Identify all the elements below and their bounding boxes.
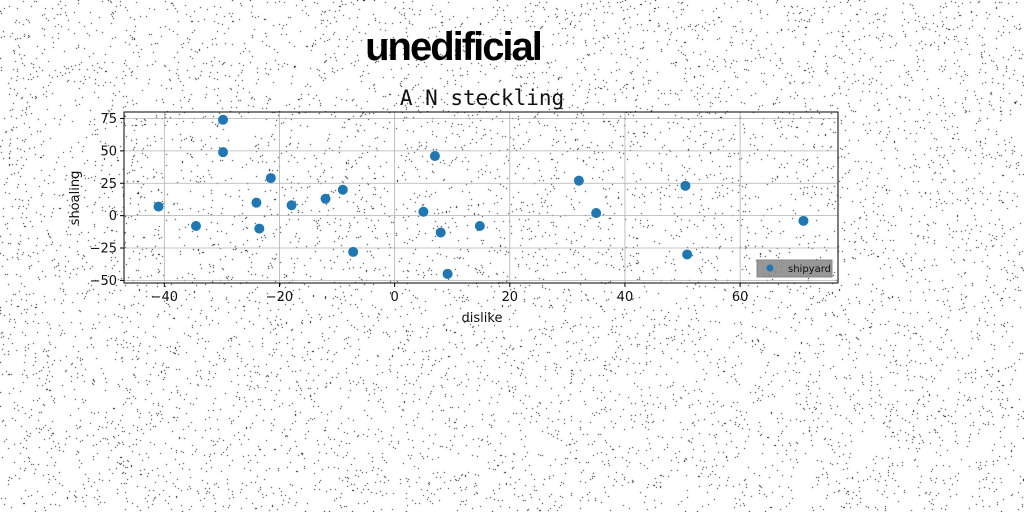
plot-frame: [123, 111, 839, 284]
y-axis-ticks: −50 −25 0 25 50 75: [90, 112, 124, 289]
x-tick-label: 60: [732, 290, 749, 305]
data-point: [591, 208, 602, 219]
data-point: [682, 249, 693, 260]
data-point: [348, 246, 359, 257]
y-axis-label: shoaling: [68, 171, 83, 226]
data-point: [442, 268, 453, 279]
legend-box: [756, 259, 833, 278]
data-point: [218, 114, 229, 125]
data-point: [251, 197, 262, 208]
legend-label-shipyard: shipyard: [788, 264, 831, 275]
y-tick-label: 0: [109, 209, 117, 224]
x-axis-ticks: −40 −20 0 20 40 60: [151, 283, 749, 305]
legend-marker: [766, 264, 774, 272]
y-tick-label: 25: [100, 177, 117, 192]
data-point: [418, 206, 429, 217]
data-point: [337, 184, 348, 195]
data-point: [254, 223, 265, 234]
data-point: [429, 151, 440, 162]
data-point: [573, 175, 584, 186]
x-tick-label: −40: [151, 290, 178, 305]
data-point: [435, 227, 446, 238]
data-points: [153, 114, 809, 279]
y-tick-label: 50: [100, 144, 117, 159]
legend: shipyard: [756, 259, 833, 278]
x-tick-label: 20: [502, 290, 519, 305]
data-point: [286, 200, 297, 211]
grid: [124, 112, 838, 283]
data-point: [153, 201, 164, 212]
y-tick-label: −25: [90, 242, 117, 257]
figure-supertitle: unedificial: [365, 25, 541, 69]
data-point: [190, 221, 201, 231]
data-point: [680, 180, 691, 191]
y-tick-label: −50: [90, 274, 117, 289]
data-point: [474, 221, 485, 231]
data-point: [218, 147, 229, 158]
x-tick-label: 40: [617, 290, 634, 305]
data-point: [320, 193, 331, 204]
chart-title: A N steckling: [400, 86, 564, 110]
x-tick-label: −20: [266, 290, 293, 305]
y-tick-label: 75: [100, 112, 117, 127]
data-point: [265, 173, 276, 184]
data-point: [798, 215, 809, 226]
x-axis-label: dislike: [462, 311, 503, 326]
x-tick-label: 0: [390, 290, 398, 305]
